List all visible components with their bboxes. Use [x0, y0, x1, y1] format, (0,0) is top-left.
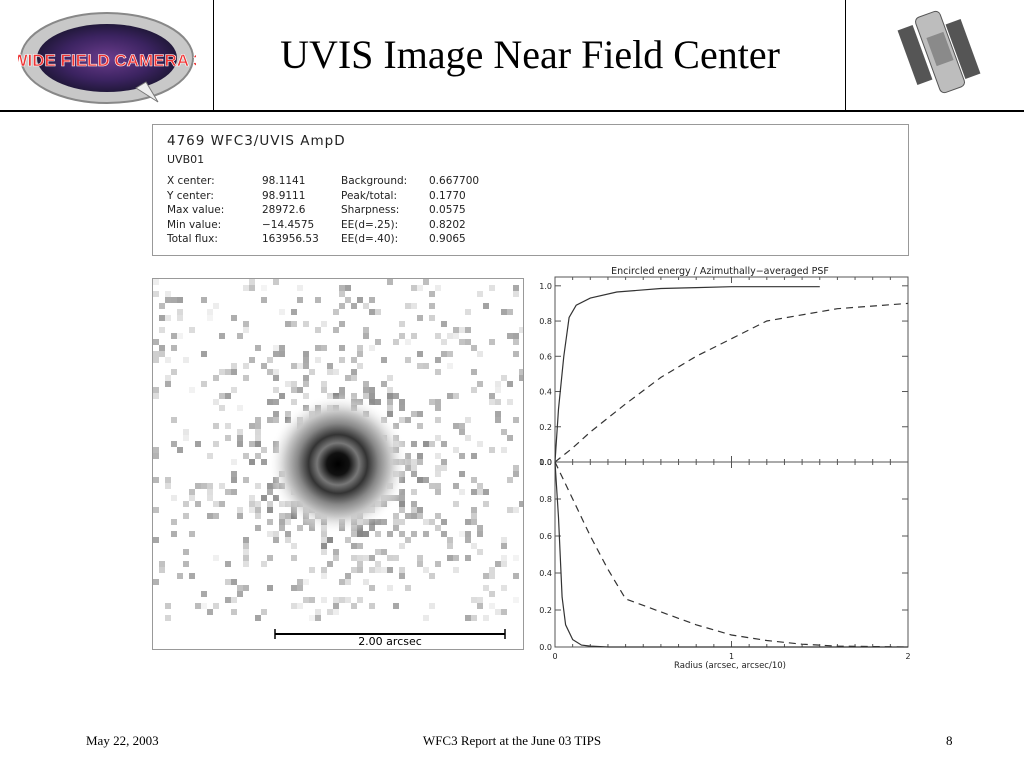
info-title: 4769 WFC3/UVIS AmpD: [167, 133, 346, 149]
info-label: Max value:: [167, 204, 225, 216]
y-tick-label: 0.0: [539, 643, 552, 652]
info-label: Background:: [341, 175, 408, 187]
info-row: Total flux: 163956.53: [167, 232, 319, 247]
psf-image: 2.00 arcsec: [153, 279, 523, 648]
y-tick-label: 0.8: [539, 317, 552, 326]
y-tick-label: 0.4: [539, 388, 552, 397]
y-tick-label: 1.0: [539, 458, 552, 467]
info-value: 98.1141: [262, 175, 306, 187]
y-tick-label: 0.6: [539, 532, 552, 541]
info-row: Peak/total: 0.1770: [341, 189, 479, 204]
scale-bar-label: 2.00 arcsec: [358, 635, 422, 648]
info-row: X center: 98.1141: [167, 174, 319, 189]
y-tick-label: 0.6: [539, 352, 552, 361]
solid-series-line: [554, 461, 908, 648]
plot-title: Encircled energy / Azimuthally−averaged …: [611, 266, 829, 277]
plot-frame: [554, 461, 909, 648]
info-value: −14.4575: [262, 218, 315, 231]
plot-frame: [554, 276, 909, 463]
solid-series-line: [554, 286, 820, 463]
dashed-series-line: [554, 461, 909, 648]
y-tick-label: 0.0: [539, 458, 552, 467]
info-row: Background: 0.667700: [341, 174, 479, 189]
info-label: Peak/total:: [341, 189, 398, 202]
info-value: 0.9065: [429, 233, 466, 245]
dashed-series-line: [554, 302, 909, 463]
encircled-energy-plots: Encircled energy / Azimuthally−averaged …: [539, 266, 910, 671]
psf-image-panel: 2.00 arcsec: [152, 278, 524, 650]
info-value: 0.8202: [429, 218, 466, 231]
page-number: 8: [946, 733, 953, 748]
y-tick-label: 0.4: [539, 569, 552, 578]
x-tick-label: 2: [905, 652, 910, 661]
svg-text:WIDE FIELD CAMERA 3: WIDE FIELD CAMERA 3: [18, 51, 196, 70]
info-value: 28972.6: [262, 204, 306, 216]
info-row: Y center: 98.9111: [167, 189, 319, 204]
footer-date: May 22, 2003: [86, 733, 159, 748]
info-value: 163956.53: [262, 233, 319, 245]
y-tick-label: 0.2: [539, 423, 552, 432]
info-left-column: X center: 98.1141 Y center: 98.9111 Max va…: [167, 174, 319, 247]
x-axis-label: Radius (arcsec, arcsec/10): [674, 661, 786, 671]
wfc3-logo: WIDE FIELD CAMERA 3: [18, 12, 196, 104]
info-label: Sharpness:: [341, 204, 400, 216]
info-value: 0.1770: [429, 189, 466, 202]
info-value: 98.9111: [262, 189, 306, 202]
info-row: Sharpness: 0.0575: [341, 203, 479, 218]
info-label: Min value:: [167, 218, 222, 231]
y-tick-label: 0.2: [539, 606, 552, 615]
y-tick-label: 1.0: [539, 282, 552, 291]
info-right-column: Background: 0.667700 Peak/total: 0.1770 Sh…: [341, 174, 479, 247]
info-label: X center:: [167, 175, 215, 187]
info-row: Max value: 28972.6: [167, 203, 319, 218]
info-value: 0.667700: [429, 175, 480, 187]
slide-title: UVIS Image Near Field Center: [280, 32, 780, 77]
slide-header: WIDE FIELD CAMERA 3 UVIS Image Near Fiel…: [0, 0, 1024, 112]
x-tick-label: 1: [729, 652, 734, 661]
info-label: Total flux:: [167, 233, 218, 245]
info-filter: UVB01: [167, 153, 205, 166]
info-label: Y center:: [167, 189, 214, 202]
hubble-satellite-icon: [897, 10, 981, 94]
info-label: EE(d=.40):: [341, 233, 399, 245]
info-row: Min value: −14.4575: [167, 218, 319, 233]
info-row: EE(d=.40): 0.9065: [341, 232, 479, 247]
psf-star: [268, 394, 408, 534]
info-label: EE(d=.25):: [341, 218, 399, 231]
footer-title: WFC3 Report at the June 03 TIPS: [422, 733, 602, 748]
x-tick-label: 0: [552, 652, 557, 661]
y-tick-label: 0.8: [539, 495, 552, 504]
info-value: 0.0575: [429, 204, 466, 216]
psf-statistics-box: 4769 WFC3/UVIS AmpD UVB01 X center: 98.11…: [152, 124, 909, 256]
info-row: EE(d=.25): 0.8202: [341, 218, 479, 233]
